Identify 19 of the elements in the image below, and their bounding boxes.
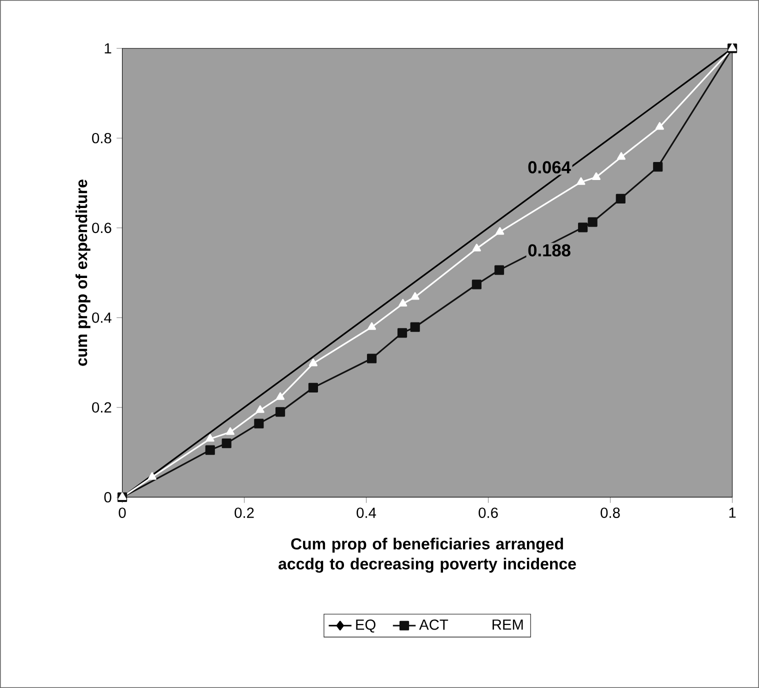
y-axis-title: cum prop of expenditure [75,180,90,366]
x-tick-label: 0 [118,508,126,518]
x-tick-label: 1 [729,508,736,518]
x-axis-title: Cum prop of beneficiaries arranged accdg to decreasing poverty incidence [278,538,576,573]
y-tick-label: 1 [104,43,112,54]
y-tick-label: 0.6 [92,222,112,234]
annotation: 0.064 [528,161,571,174]
y-tick-label: 0.4 [92,312,112,323]
y-tick-label: 0 [104,492,112,502]
x-tick-label: 0.2 [234,508,254,518]
x-tick-label: 0.6 [478,508,498,518]
legend-label: EQ [356,619,376,632]
text: REM [492,620,523,630]
x-tick-label: 0.8 [600,508,620,518]
y-tick-label: 0.2 [92,402,112,413]
annotation: 0.188 [528,244,570,256]
legend-label: ACT [419,619,448,630]
y-tick-label: 0.8 [92,132,112,144]
x-tick-label: 0.4 [356,508,376,518]
